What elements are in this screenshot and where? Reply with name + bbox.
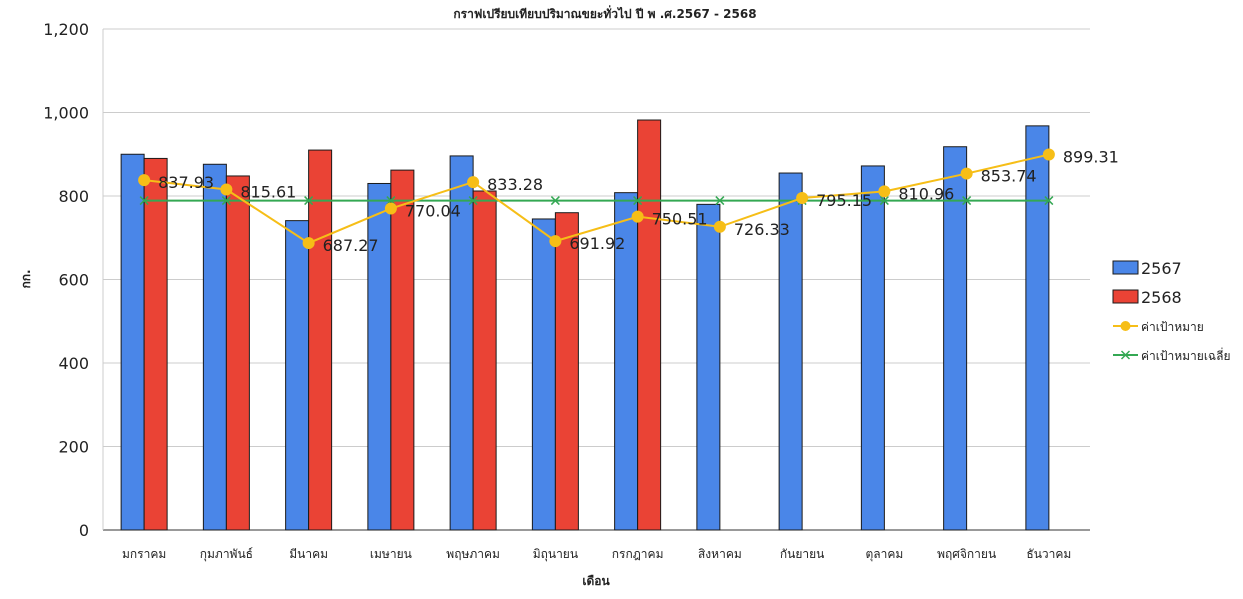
x-tick-label: มิถุนายน [533,547,578,562]
y-tick-label: 1,200 [43,20,89,39]
bar-2568 [143,157,168,531]
bars [120,119,1050,531]
target-point [796,192,809,205]
average-point [550,196,560,206]
bar-2567 [696,203,721,531]
y-tick-label: 800 [58,187,89,206]
average-point [633,196,643,206]
bar-2567 [1025,125,1050,531]
x-tick-label: กุมภาพันธ์ [200,547,253,562]
y-tick-label: 0 [79,521,89,540]
target-data-label: 810.96 [898,184,954,203]
chart-title: กราฟเปรียบเทียบปริมาณขยะทั่วไป ปี พ .ศ.2… [453,5,756,21]
target-line-path [144,153,1050,245]
average-point [221,196,231,206]
legend-label: 2567 [1141,259,1182,278]
legend-label: 2568 [1141,288,1182,307]
bar-2568 [637,119,662,531]
bar-2568 [472,190,497,531]
target-point [960,167,973,180]
average-point [1044,196,1054,206]
gridlines [102,28,1090,531]
target-data-label: 691.92 [569,234,625,253]
x-tick-label: สิงหาคม [698,547,742,561]
x-tick-label: พฤษภาคม [446,547,500,561]
target-point [467,176,480,189]
target-point [713,220,726,233]
x-tick-label: กันยายน [780,547,824,561]
target-line: 837.93 815.61 687.27 770.04 833.28 691.92 750.… [138,148,1119,255]
x-tick-label: มกราคม [122,547,166,561]
bar-2567 [202,163,227,531]
average-point [962,196,972,206]
y-axis: 0 200 400 600 800 1,000 1,200 [43,20,89,540]
bar-2567 [943,146,968,531]
x-tick-label: เมษายน [370,547,412,561]
x-tick-label: ตุลาคม [865,547,903,562]
target-point [384,202,397,215]
bar-2567 [120,153,145,531]
bar-2567 [778,172,803,531]
bar-2568 [554,212,579,531]
bar-2568 [225,175,250,531]
target-data-label: 899.31 [1063,148,1119,167]
target-point [220,183,233,196]
bar-2567 [285,220,310,531]
target-point [878,185,891,198]
y-tick-label: 1,000 [43,104,89,123]
x-axis-title: เดือน [582,574,610,588]
x-tick-label: ธันวาคม [1026,547,1071,561]
x-tick-label: กรกฎาคม [612,547,664,561]
target-point [549,235,562,248]
average-point [715,196,725,206]
legend-marker [1120,321,1131,331]
legend-marker [1120,350,1131,360]
target-point [302,237,315,250]
legend-swatch-2567 [1112,260,1139,275]
legend-label: ค่าเป้าหมายเฉลี่ย [1141,347,1230,363]
average-point [139,196,149,206]
target-data-label: 815.61 [240,182,296,201]
y-tick-label: 400 [58,354,89,373]
average-point [304,196,314,206]
bar-2567 [531,218,556,531]
bar-2567 [860,165,885,531]
average-point [468,196,478,206]
target-data-label: 750.51 [652,210,708,229]
target-data-label: 726.33 [734,220,790,239]
target-data-label: 853.74 [981,167,1037,186]
target-point [1042,148,1055,161]
target-point [138,174,151,187]
target-data-label: 687.27 [323,236,379,255]
x-tick-label: พฤศจิกายน [937,547,996,561]
target-data-label: 795.15 [816,191,872,210]
legend-swatch-2568 [1112,289,1139,304]
target-data-label: 833.28 [487,175,543,194]
y-axis-title: กก. [19,269,33,288]
bar-2568 [308,149,333,531]
average-point [879,196,889,206]
legend-label: ค่าเป้าหมาย [1141,320,1204,334]
y-tick-label: 200 [58,438,89,457]
x-axis: มกราคม กุมภาพันธ์ มีนาคม เมษายน พฤษภาคม มิถุน… [122,547,1071,562]
target-data-label: 837.93 [158,173,214,192]
x-tick-label: มีนาคม [289,547,328,561]
y-tick-label: 600 [58,271,89,290]
bar-2568 [390,169,415,531]
target-data-label: 770.04 [405,202,461,221]
target-point [631,210,644,223]
